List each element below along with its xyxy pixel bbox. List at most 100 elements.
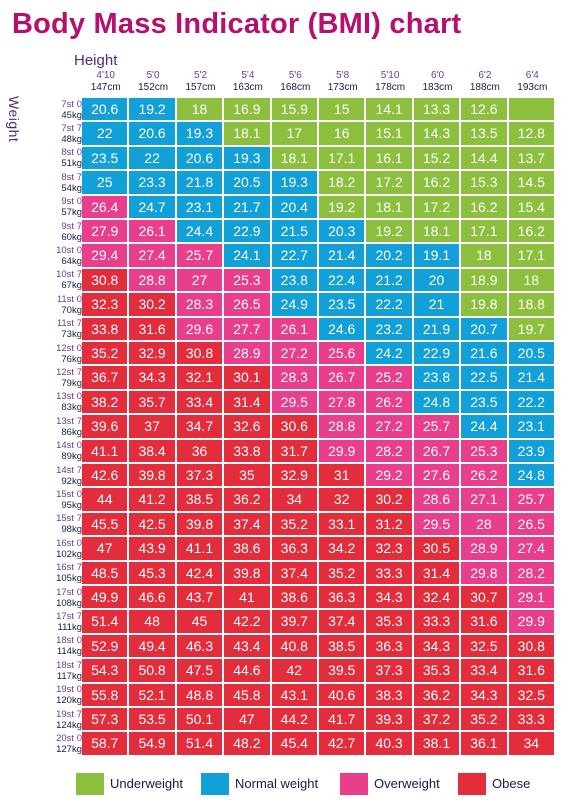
- height-feet-label: 5'0: [146, 70, 160, 81]
- bmi-cell: 39.5: [319, 659, 367, 684]
- bmi-cell: 21.6: [461, 342, 509, 367]
- bmi-cell: 23.9: [508, 439, 556, 464]
- height-feet-label: 5'6: [288, 70, 302, 81]
- bmi-cell: 27.8: [319, 390, 367, 416]
- bmi-cell: 40.3: [366, 732, 414, 757]
- bmi-cell: 17.1: [319, 146, 367, 172]
- bmi-cell: 27.2: [271, 342, 319, 367]
- bmi-cell: 28.9: [224, 342, 272, 367]
- bmi-cell: 29.9: [508, 610, 556, 635]
- row-header: 9st 7 60kg: [38, 221, 82, 243]
- weight-stone-label: 7st 0: [61, 98, 82, 110]
- bmi-cell: 23.8: [413, 366, 462, 391]
- bmi-cell: 15.4: [508, 195, 556, 220]
- weight-stone-label: 19st 7: [56, 708, 82, 720]
- bmi-cell: 20.5: [224, 171, 272, 196]
- bmi-cell: 25.2: [366, 366, 414, 391]
- weight-kg-label: 64kg: [61, 255, 82, 267]
- bmi-cell: 33.3: [413, 610, 462, 635]
- weight-kg-label: 70kg: [61, 304, 82, 316]
- bmi-cell: 15.2: [413, 146, 462, 172]
- bmi-cell: 31.4: [224, 390, 272, 416]
- bmi-cell: 44.6: [224, 659, 272, 684]
- weight-stone-label: 17st 0: [56, 586, 82, 598]
- bmi-cell: 38.6: [271, 586, 319, 611]
- bmi-cell: 31.6: [129, 317, 177, 342]
- bmi-cell: 48.5: [82, 561, 130, 586]
- bmi-cell: 37.3: [366, 659, 414, 684]
- row-header: 18st 0 114kg: [38, 635, 82, 657]
- row-header: 20st 0 127kg: [38, 733, 82, 755]
- bmi-cell: 37.2: [413, 708, 462, 733]
- bmi-cell: 43.4: [224, 634, 272, 660]
- row-header: 8st 0 51kg: [38, 147, 82, 169]
- bmi-cell: 41.7: [319, 708, 367, 733]
- weight-kg-label: 120kg: [56, 695, 82, 707]
- weight-stone-label: 7st 7: [61, 122, 82, 134]
- row-header: 16st 7 105kg: [38, 562, 82, 584]
- bmi-cell: 20.5: [508, 342, 556, 367]
- weight-stone-label: 18st 7: [56, 659, 82, 671]
- bmi-cell: 36.2: [413, 683, 462, 708]
- bmi-cell: 28.2: [366, 439, 414, 464]
- bmi-cell: 18.1: [271, 146, 319, 172]
- legend-label-obese: Obese: [492, 776, 531, 791]
- weight-kg-label: 76kg: [61, 353, 82, 365]
- bmi-cell: 36.3: [271, 537, 319, 562]
- bmi-cell: 40.6: [319, 683, 367, 708]
- row-header: 19st 7 124kg: [38, 709, 82, 731]
- bmi-cell: 15.3: [461, 171, 509, 196]
- bmi-cell: 16.2: [461, 195, 509, 220]
- bmi-cell: 29.9: [319, 439, 367, 464]
- legend-label-overweight: Overweight: [374, 776, 440, 791]
- bmi-cell: 22.5: [461, 366, 509, 391]
- bmi-cell: 26.1: [129, 220, 177, 245]
- weight-kg-label: 73kg: [61, 329, 82, 341]
- bmi-cell: 54.3: [82, 659, 130, 684]
- bmi-cell: 20.6: [82, 98, 130, 123]
- bmi-cell: 24.2: [366, 342, 414, 367]
- bmi-cell: 33.8: [224, 439, 272, 464]
- overweight-swatch: [340, 773, 368, 795]
- bmi-cell: 20.4: [271, 195, 319, 220]
- row-header: 8st 7 54kg: [38, 172, 82, 194]
- weight-kg-label: 79kg: [61, 377, 82, 389]
- bmi-cell: 39.8: [224, 561, 272, 586]
- row-header: 19st 0 120kg: [38, 684, 82, 706]
- bmi-cell: 25.7: [413, 415, 462, 440]
- bmi-cell: 36: [176, 439, 225, 464]
- bmi-cell: 30.5: [413, 537, 462, 562]
- bmi-cell: 35: [224, 464, 272, 489]
- bmi-cell: 15: [319, 98, 367, 123]
- bmi-cell: 22: [82, 122, 130, 147]
- bmi-cell: 41: [224, 586, 272, 611]
- column-header: 6'0 183cm: [414, 70, 461, 94]
- bmi-cell: 48: [129, 610, 177, 635]
- height-cm-label: 168cm: [280, 82, 311, 93]
- bmi-cell: 34.3: [413, 634, 462, 660]
- weight-stone-label: 14st 7: [56, 464, 82, 476]
- bmi-cell: 29.5: [271, 390, 319, 416]
- bmi-cell: 14.5: [508, 171, 556, 196]
- bmi-cell: 21.4: [508, 366, 556, 391]
- bmi-cell: 52.9: [82, 634, 130, 660]
- weight-stone-label: 13st 7: [56, 415, 82, 427]
- bmi-cell: 13.7: [508, 146, 556, 172]
- bmi-cell: 48.8: [176, 683, 225, 708]
- height-feet-label: 4'10: [96, 70, 115, 81]
- bmi-cell: 24.8: [508, 464, 556, 489]
- bmi-cell: 22.9: [413, 342, 462, 367]
- bmi-cell: 43.1: [271, 683, 319, 708]
- bmi-cell: 23.5: [461, 390, 509, 416]
- bmi-cell: 31.6: [461, 610, 509, 635]
- bmi-cell: 58.7: [82, 732, 130, 757]
- bmi-cell: 26.7: [413, 439, 462, 464]
- weight-kg-label: 102kg: [56, 548, 82, 560]
- bmi-cell: 26.1: [271, 317, 319, 342]
- height-feet-label: 5'8: [336, 70, 350, 81]
- bmi-cell: 16: [319, 122, 367, 147]
- weight-stone-label: 10st 7: [56, 269, 82, 281]
- bmi-cell: 30.6: [271, 415, 319, 440]
- bmi-cell: 18.1: [224, 122, 272, 147]
- row-header: 13st 7 86kg: [38, 416, 82, 438]
